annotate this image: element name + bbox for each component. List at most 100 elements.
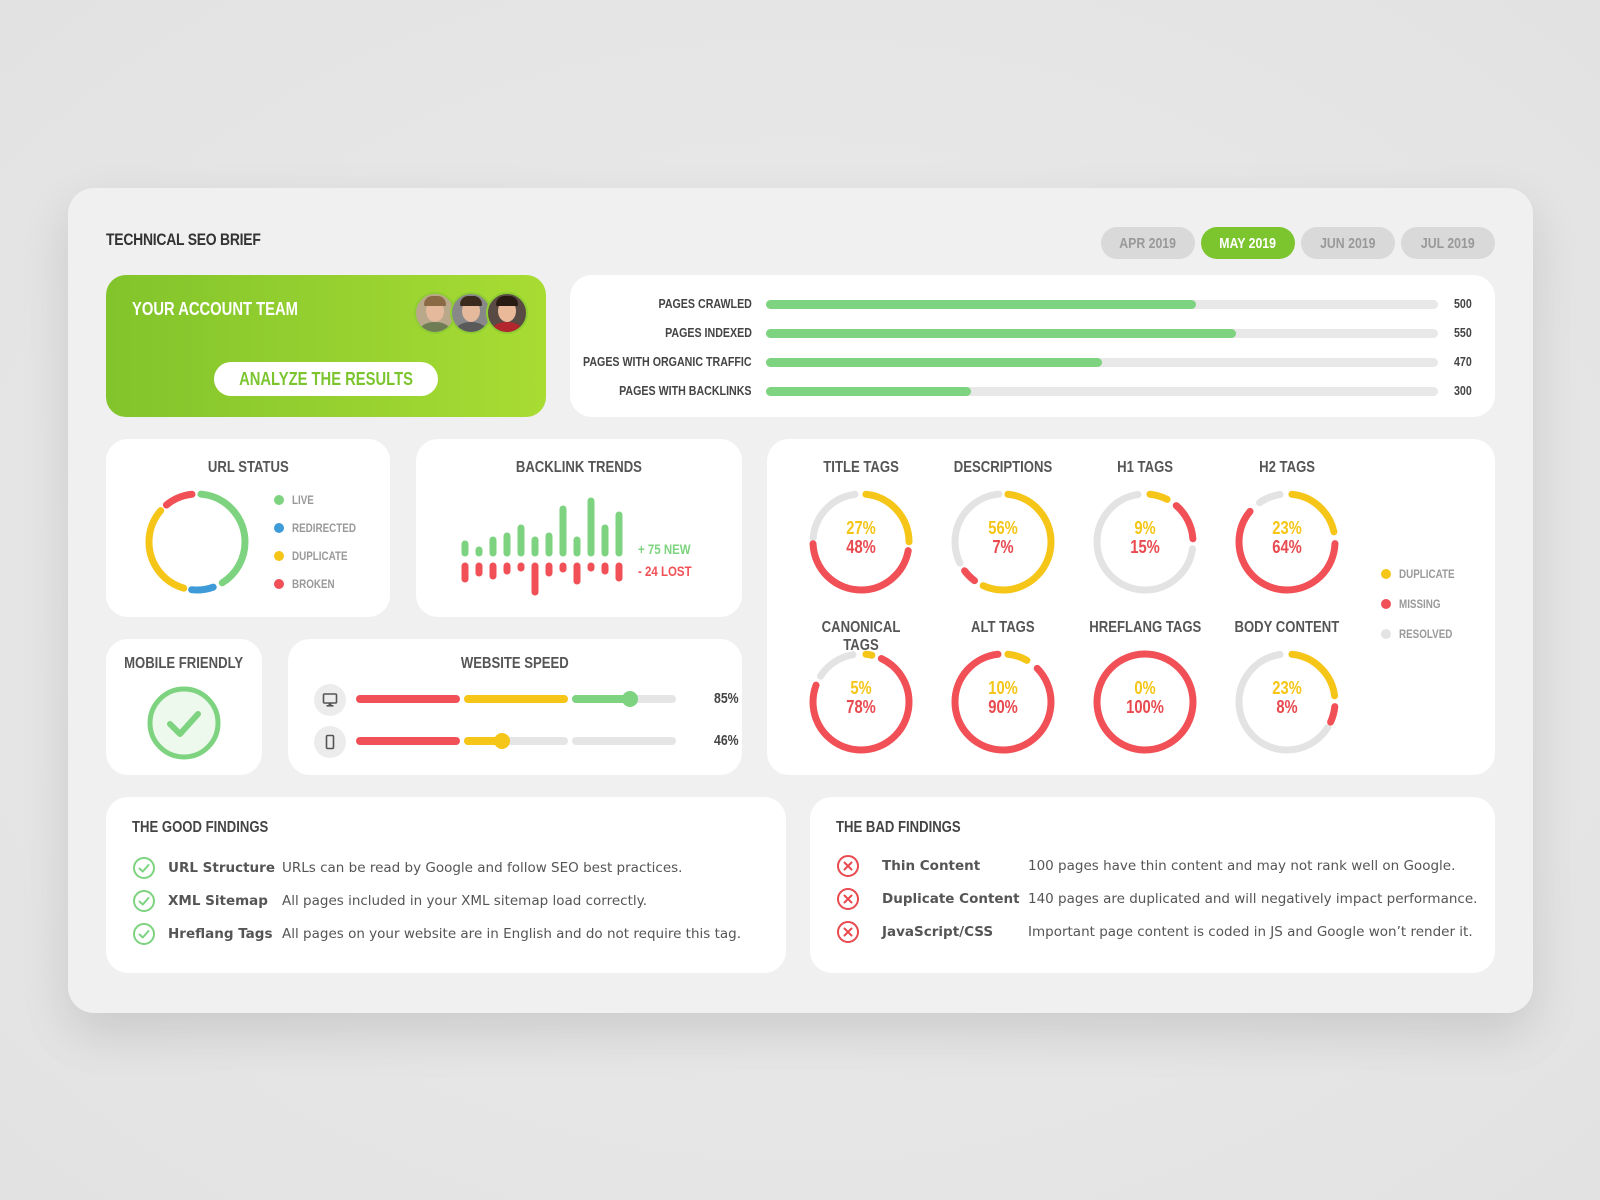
- donut-chart: [951, 650, 1055, 754]
- check-circle-icon: [133, 890, 155, 912]
- finding-row: Hreflang Tags All pages on your website …: [132, 919, 741, 949]
- check-circle-icon: [147, 686, 221, 760]
- speed-row-desktop: 85%: [314, 684, 739, 716]
- legend-dot-icon: [274, 523, 284, 533]
- account-team-title: YOUR ACCOUNT TEAM: [132, 299, 298, 319]
- card-title: THE GOOD FINDINGS: [132, 819, 269, 836]
- finding-row: Thin Content 100 pages have thin content…: [836, 851, 1455, 881]
- progress-bar: [766, 329, 1438, 338]
- speed-row-mobile: 46%: [314, 726, 739, 758]
- legend-broken: BROKEN: [274, 570, 370, 598]
- finding-row: JavaScript/CSS Important page content is…: [836, 917, 1473, 947]
- stat-row-backlinks: PAGES WITH BACKLINKS 300: [570, 381, 1495, 401]
- progress-bar: [766, 387, 1438, 396]
- check-circle-icon: [133, 923, 155, 945]
- ring-title: DESCRIPTIONS: [953, 459, 1053, 476]
- tags-audit-card: TITLE TAGS 27% 48% DESCRIPTIONS 56% 7% H1 …: [767, 439, 1495, 775]
- finding-name: Hreflang Tags: [168, 926, 273, 942]
- good-findings-card: THE GOOD FINDINGS URL Structure URLs can…: [106, 797, 786, 973]
- card-title: URL STATUS: [207, 459, 289, 476]
- donut-chart: [809, 650, 913, 754]
- ring-title: TITLE TAGS: [823, 459, 899, 476]
- website-speed-card: WEBSITE SPEED 85% 46%: [288, 639, 742, 775]
- stat-label: PAGES WITH BACKLINKS: [619, 383, 752, 398]
- ring-values: 23% 8%: [1272, 678, 1302, 717]
- ring-h1-tags: H1 TAGS 9% 15%: [1075, 459, 1215, 595]
- url-status-legend: LIVE REDIRECTED DUPLICATE BROKEN: [274, 486, 370, 598]
- stat-value: 470: [1454, 354, 1472, 369]
- speed-segment-average-fill: [464, 737, 502, 745]
- bad-findings-card: THE BAD FINDINGS Thin Content 100 pages …: [810, 797, 1495, 973]
- tab-label: JUL 2019: [1421, 234, 1475, 252]
- x-circle-icon: [837, 888, 859, 910]
- legend-dot-icon: [274, 495, 284, 505]
- ring-values: 27% 48%: [846, 518, 876, 557]
- stat-label: PAGES CRAWLED: [658, 296, 752, 311]
- ring-values: 9% 15%: [1130, 518, 1160, 557]
- stat-label: PAGES WITH ORGANIC TRAFFIC: [583, 354, 752, 369]
- dashboard-panel: TECHNICAL SEO BRIEF APR 2019 MAY 2019 JU…: [68, 188, 1533, 1013]
- speed-segment-average: [464, 737, 568, 745]
- ring-values: 56% 7%: [988, 518, 1018, 557]
- finding-name: JavaScript/CSS: [882, 924, 994, 940]
- card-title: WEBSITE SPEED: [461, 655, 569, 672]
- legend-missing: MISSING: [1381, 589, 1467, 619]
- x-circle-icon: [837, 855, 859, 877]
- legend-dot-icon: [1381, 629, 1391, 639]
- stat-value: 550: [1454, 325, 1472, 340]
- ring-values: 23% 64%: [1272, 518, 1302, 557]
- card-title: THE BAD FINDINGS: [836, 819, 961, 836]
- x-circle-icon: [837, 921, 859, 943]
- ring-title: H1 TAGS: [1117, 459, 1173, 476]
- ring-title-tags: TITLE TAGS 27% 48%: [791, 459, 931, 595]
- stat-value: 300: [1454, 383, 1472, 398]
- speed-value: 46%: [714, 732, 739, 749]
- stat-row-organic-traffic: PAGES WITH ORGANIC TRAFFIC 470: [570, 352, 1495, 372]
- tab-label: APR 2019: [1119, 234, 1177, 252]
- progress-fill: [766, 329, 1237, 338]
- ring-body-content: BODY CONTENT 23% 8%: [1217, 619, 1357, 755]
- legend-dot-icon: [1381, 569, 1391, 579]
- finding-description: All pages included in your XML sitemap l…: [282, 893, 647, 909]
- analyze-results-button[interactable]: ANALYZE THE RESULTS: [214, 362, 438, 396]
- speed-segment-average: [464, 695, 568, 703]
- finding-name: Thin Content: [882, 858, 981, 874]
- card-title: BACKLINK TRENDS: [515, 459, 643, 476]
- ring-title: HREFLANG TAGS: [1088, 619, 1202, 636]
- donut-chart: [951, 490, 1055, 594]
- ring-title: CANONICAL TAGS: [821, 619, 901, 654]
- finding-name: URL Structure: [168, 860, 275, 876]
- tags-legend: DUPLICATE MISSING RESOLVED: [1381, 559, 1467, 649]
- progress-bar: [766, 300, 1438, 309]
- finding-description: All pages on your website are in English…: [282, 926, 742, 942]
- finding-name: Duplicate Content: [882, 891, 1020, 907]
- ring-h2-tags: H2 TAGS 23% 64%: [1217, 459, 1357, 595]
- legend-dot-icon: [274, 551, 284, 561]
- mobile-phone-icon: [314, 726, 346, 758]
- lost-backlinks-count: - 24 LOST: [638, 563, 692, 579]
- check-circle-icon: [133, 857, 155, 879]
- finding-description: 140 pages are duplicated and will negati…: [1028, 891, 1478, 907]
- tab-jun-2019[interactable]: JUN 2019: [1301, 227, 1395, 259]
- stat-value: 500: [1454, 296, 1472, 311]
- finding-row: URL Structure URLs can be read by Google…: [132, 853, 682, 883]
- progress-fill: [766, 358, 1102, 367]
- ring-hreflang-tags: HREFLANG TAGS 0% 100%: [1075, 619, 1215, 755]
- card-title: MOBILE FRIENDLY: [124, 655, 244, 672]
- mobile-friendly-card: MOBILE FRIENDLY: [106, 639, 262, 775]
- tab-may-2019[interactable]: MAY 2019: [1201, 227, 1295, 259]
- ring-descriptions: DESCRIPTIONS 56% 7%: [933, 459, 1073, 595]
- progress-fill: [766, 387, 971, 396]
- avatar[interactable]: [414, 292, 456, 334]
- tab-jul-2019[interactable]: JUL 2019: [1401, 227, 1495, 259]
- tab-apr-2019[interactable]: APR 2019: [1101, 227, 1195, 259]
- pages-stats-card: PAGES CRAWLED 500 PAGES INDEXED 550 PAGE…: [570, 275, 1495, 417]
- avatar[interactable]: [486, 292, 528, 334]
- page-title: TECHNICAL SEO BRIEF: [106, 230, 261, 249]
- legend-dot-icon: [274, 579, 284, 589]
- legend-duplicate: DUPLICATE: [274, 542, 370, 570]
- ring-canonical-tags: CANONICAL TAGS 5% 78%: [791, 619, 931, 755]
- finding-row: Duplicate Content 140 pages are duplicat…: [836, 884, 1477, 914]
- speed-segment-slow: [356, 695, 460, 703]
- new-backlinks-count: + 75 NEW: [638, 541, 691, 557]
